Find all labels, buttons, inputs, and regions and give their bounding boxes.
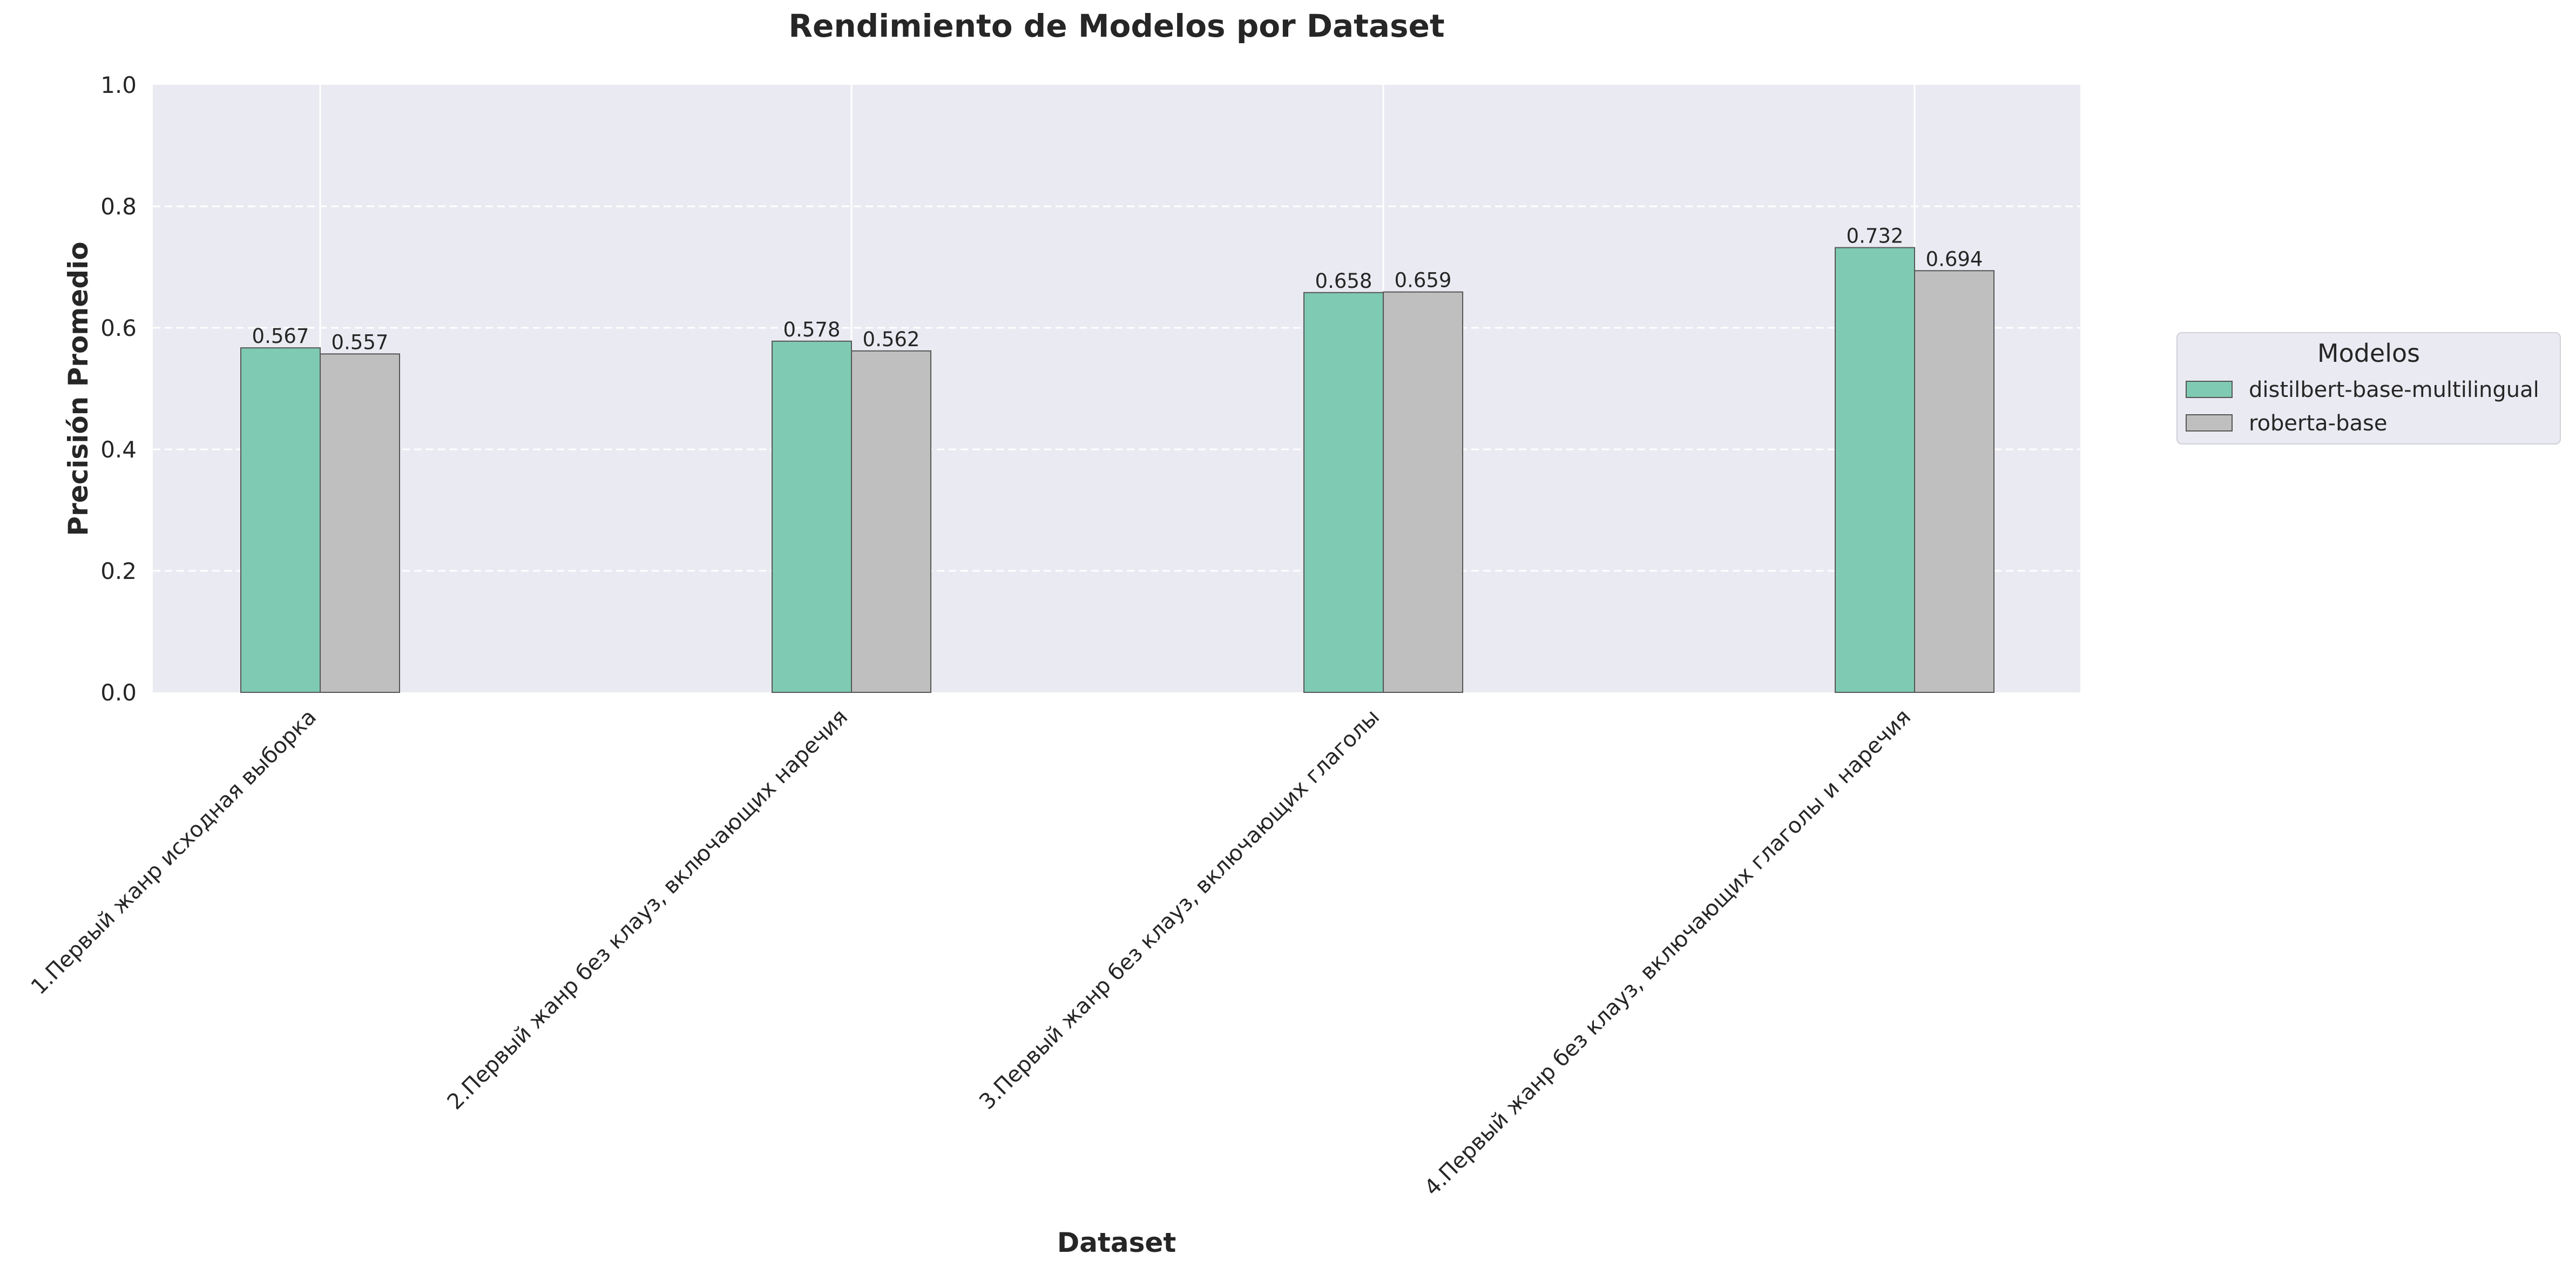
bar-roberta-3 <box>1383 291 1463 693</box>
bar-value-label: 0.562 <box>863 328 920 351</box>
bar-distilbert-2 <box>772 340 852 693</box>
bar-value-label: 0.557 <box>332 331 389 354</box>
x-tick-label: 2.Первый жанр без клауз, включающих наре… <box>443 705 853 1115</box>
legend-box <box>2176 332 2561 444</box>
x-tick-label: 1.Первый жанр исходная выборка <box>26 705 321 1000</box>
bar-value-label: 0.694 <box>1926 247 1983 271</box>
bar-value-label: 0.732 <box>1847 225 1904 248</box>
legend-label-roberta: roberta-base <box>2249 411 2387 436</box>
bars-layer <box>240 247 1994 693</box>
bar-distilbert-3 <box>1303 292 1384 693</box>
bar-distilbert-1 <box>240 347 321 693</box>
y-tick-label: 1.0 <box>100 72 137 98</box>
value-labels-layer: 0.567 0.578 0.658 0.732 0.557 0.562 0.659 0.694 <box>252 225 1983 354</box>
chart-title: Rendimiento de Modelos por Dataset <box>788 8 1444 44</box>
legend-swatch-roberta <box>2186 414 2233 432</box>
bar-roberta-1 <box>320 353 400 693</box>
bar-roberta-4 <box>1914 270 1994 693</box>
legend-swatch-distilbert <box>2186 381 2233 398</box>
y-axis-label: Precisión Promedio <box>63 241 94 536</box>
x-tick-label: 4.Первый жанр без клауз, включающих глаг… <box>1419 705 1916 1201</box>
y-tick-labels: 0.0 0.2 0.4 0.6 0.8 1.0 <box>100 72 137 706</box>
legend-title: Modelos <box>2317 339 2420 368</box>
bar-distilbert-4 <box>1835 247 1915 693</box>
bar-roberta-2 <box>851 350 931 693</box>
x-axis-label: Dataset <box>1057 1227 1176 1258</box>
legend: Modelos distilbert-base-multilingual rob… <box>2176 332 2561 444</box>
y-tick-label: 0.6 <box>100 315 137 341</box>
bar-value-label: 0.578 <box>783 318 841 341</box>
y-tick-label: 0.2 <box>100 558 137 584</box>
y-tick-label: 0.8 <box>100 193 137 220</box>
bar-value-label: 0.658 <box>1315 269 1372 293</box>
y-tick-label: 0.0 <box>100 679 137 706</box>
bar-value-label: 0.567 <box>252 325 309 348</box>
plot-area <box>153 85 2080 692</box>
bar-value-label: 0.659 <box>1395 269 1452 292</box>
y-tick-label: 0.4 <box>100 436 137 463</box>
x-tick-label: 3.Первый жанр без клауз, включающих глаг… <box>975 705 1384 1115</box>
x-tick-labels: 1.Первый жанр исходная выборка 2.Первый ж… <box>26 705 1916 1201</box>
legend-label-distilbert: distilbert-base-multilingual <box>2249 378 2539 402</box>
